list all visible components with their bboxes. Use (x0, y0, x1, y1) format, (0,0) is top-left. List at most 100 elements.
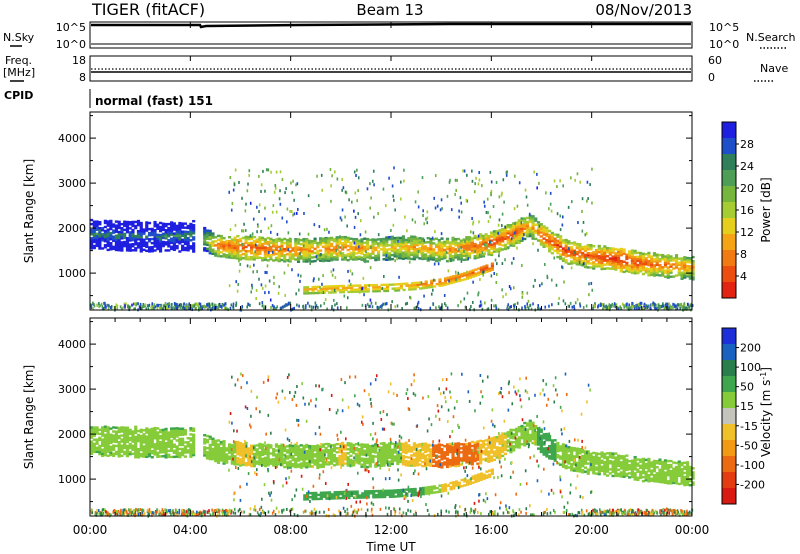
v-cell (291, 464, 295, 468)
p-cell (501, 232, 505, 235)
v-cell (101, 430, 105, 433)
p-cell (567, 254, 571, 257)
p-cell (658, 253, 662, 257)
p-cell (487, 253, 491, 256)
v-cell (368, 453, 372, 456)
p-cell (448, 251, 452, 254)
p-cell (432, 250, 436, 253)
p-cell (410, 235, 414, 238)
p-ground-scatter (470, 305, 472, 309)
v-cell (283, 449, 287, 453)
p-cell (581, 251, 585, 255)
p-cell (230, 248, 234, 251)
v-cell (106, 440, 110, 443)
p-cell (415, 249, 419, 253)
p-cell (470, 249, 474, 252)
v-cell (247, 455, 251, 458)
p-cell (332, 256, 336, 259)
p-cell (457, 277, 461, 281)
p-cell (418, 257, 422, 260)
v-cell (341, 447, 345, 451)
v-cell (101, 454, 105, 458)
p-cell (269, 249, 273, 253)
p-scatter (630, 307, 633, 311)
v-cell (222, 446, 226, 449)
p-cell (357, 239, 361, 242)
p-cell (625, 263, 629, 267)
p-cell (283, 260, 287, 263)
p-ground-scatter (289, 301, 292, 305)
v-cell (178, 429, 182, 432)
v-cell (490, 439, 494, 442)
p-cell (685, 256, 690, 260)
p-cell (661, 255, 665, 259)
p-cell (492, 234, 496, 237)
p-scatter (228, 190, 231, 194)
p-cell (125, 249, 130, 252)
p-cell (92, 228, 96, 231)
p-cell (550, 247, 554, 251)
p-cell (559, 241, 563, 244)
p-cell (680, 261, 684, 264)
v-cell (205, 447, 210, 450)
p-ground-scatter (286, 303, 288, 307)
p-cell (352, 237, 356, 241)
p-cell (465, 254, 469, 257)
p-scatter (454, 192, 456, 196)
p-cell (178, 238, 182, 241)
p-cell (363, 255, 367, 259)
p-scatter (377, 212, 379, 216)
v-cell (147, 432, 152, 435)
v-cell (139, 446, 143, 450)
v-cell (109, 445, 113, 449)
p-scatter (315, 255, 318, 259)
v-cell (222, 456, 226, 459)
p-scatter (417, 300, 420, 304)
p-scatter (266, 264, 269, 268)
p-scatter (322, 274, 324, 278)
v-cell (310, 459, 314, 462)
p-scatter (232, 188, 235, 192)
p-cell (280, 258, 284, 262)
v-cell (120, 428, 124, 431)
v-cell (310, 451, 314, 454)
v-cell (161, 436, 165, 440)
p-cell (622, 260, 626, 263)
p-cell (142, 228, 146, 231)
v-cell (468, 458, 472, 461)
p-cell (296, 246, 301, 249)
v-cell (255, 452, 259, 455)
p-cell (128, 239, 132, 242)
v-cell (238, 450, 243, 453)
p-cell (448, 245, 452, 248)
v-cell (147, 438, 152, 442)
p-scatter (150, 305, 153, 309)
p-scatter (207, 307, 209, 311)
v-cell (316, 466, 320, 470)
p-cell (559, 257, 563, 260)
p-cell (288, 254, 292, 257)
p-cell (172, 234, 176, 237)
v-cell (487, 450, 491, 453)
v-cell (181, 447, 185, 451)
p-cell (233, 256, 237, 260)
v-cell (476, 454, 480, 457)
p-cell (379, 248, 383, 251)
p-scatter (268, 250, 270, 254)
p-cell (120, 245, 124, 248)
p-cell (269, 239, 273, 243)
p-cell (658, 266, 662, 269)
p-scatter (501, 212, 504, 216)
v-cell (310, 447, 314, 450)
p-cell (366, 288, 370, 291)
p-cell (349, 255, 353, 259)
p-cell (216, 248, 221, 252)
p-cell (305, 260, 309, 263)
v-cell (263, 460, 267, 464)
v-cell (114, 426, 118, 429)
p-cell (485, 266, 489, 269)
v-cell (357, 443, 361, 447)
p-ground-scatter (579, 302, 581, 306)
v-cell (112, 426, 116, 429)
p-scatter (590, 281, 593, 285)
